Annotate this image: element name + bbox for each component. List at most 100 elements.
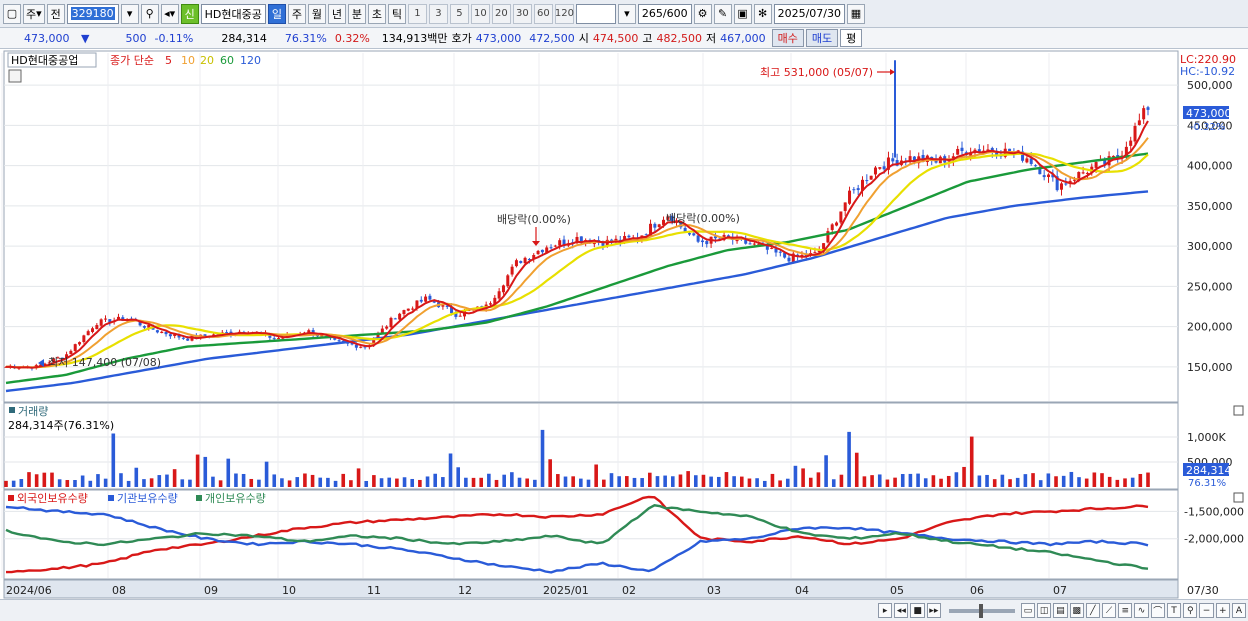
new-badge[interactable]: 신 xyxy=(180,3,199,24)
interval-custom-input[interactable] xyxy=(575,3,616,24)
bid-price: 472,500 xyxy=(529,31,575,45)
sell-button[interactable]: 매도 xyxy=(805,29,839,47)
save-icon[interactable]: ▣ xyxy=(733,3,752,24)
holdings-tick-label: -2,000,000 xyxy=(1184,533,1244,546)
period-month[interactable]: 월 xyxy=(307,3,326,24)
candle-body xyxy=(458,315,462,317)
candle-body xyxy=(372,339,376,345)
candle-body xyxy=(415,300,419,309)
tool-icon-8[interactable]: ∿ xyxy=(1134,603,1149,618)
candle-body xyxy=(1142,108,1146,120)
volume-bar xyxy=(410,478,415,487)
interval-30[interactable]: 30 xyxy=(512,3,532,24)
tool-icon-2[interactable]: ◫ xyxy=(1037,603,1052,618)
volume-bar xyxy=(939,478,943,487)
x-tick-label: 2025/01 xyxy=(543,584,589,597)
tool-icon-9[interactable]: ⌒ xyxy=(1150,603,1165,618)
code-dropdown-icon[interactable]: ▾ xyxy=(120,3,139,24)
chart-area[interactable]: 500,000 450,000 400,000 350,000 300,000 250,0… xyxy=(0,49,1248,599)
search-icon[interactable]: ⚲ xyxy=(140,3,159,24)
volume-bar xyxy=(1061,475,1066,487)
chart-settings-icon[interactable]: ⚙ xyxy=(693,3,712,24)
market-select[interactable]: 주 ▾ xyxy=(23,3,45,24)
speaker-icon[interactable]: ◂▾ xyxy=(160,3,179,24)
candle-body xyxy=(886,157,890,170)
interval-dropdown-icon[interactable]: ▾ xyxy=(617,3,636,24)
zoom-in-icon[interactable]: + xyxy=(1215,603,1230,618)
volume-current-pct: 76.31% xyxy=(1188,478,1226,489)
volume-bar xyxy=(762,480,767,487)
volume-bar xyxy=(1000,474,1005,487)
volume-bar xyxy=(962,466,966,487)
x-tick-label: 10 xyxy=(282,584,296,597)
table-icon[interactable] xyxy=(8,69,22,83)
zoom-slider-thumb[interactable] xyxy=(978,603,983,618)
window-icon[interactable]: ▢ xyxy=(3,3,21,24)
period-year[interactable]: 년 xyxy=(327,3,346,24)
volume-bar xyxy=(119,473,123,487)
period-week[interactable]: 주 xyxy=(287,3,306,24)
zoom-out-icon[interactable]: − xyxy=(1199,603,1214,618)
candle-body xyxy=(649,223,653,236)
volume-bar xyxy=(540,429,545,487)
volume-panel-close-icon[interactable] xyxy=(1233,405,1244,416)
lc-label: LC:220.90 xyxy=(1180,53,1236,66)
tool-icon-1[interactable]: ▭ xyxy=(1020,603,1036,618)
tool-icon-4[interactable]: ▩ xyxy=(1069,603,1084,618)
interval-120[interactable]: 120 xyxy=(555,3,574,24)
volume-bar xyxy=(632,477,637,487)
holdings-panel-close-icon[interactable] xyxy=(1233,492,1244,503)
volume-bar xyxy=(1054,476,1058,487)
interval-5[interactable]: 5 xyxy=(449,3,469,24)
rewind-icon[interactable]: ◂◂ xyxy=(894,603,909,618)
pct-value: 0.32% xyxy=(334,31,370,45)
interval-3[interactable]: 3 xyxy=(428,3,448,24)
prev-button[interactable]: 전 xyxy=(46,3,65,24)
forward-icon[interactable]: ▸▸ xyxy=(926,603,941,618)
interval-60[interactable]: 60 xyxy=(533,3,553,24)
x-tick-label: 07/30 xyxy=(1187,584,1219,597)
date-input[interactable]: 2025/07/30 xyxy=(773,3,845,24)
avg-button[interactable]: 평 xyxy=(840,29,863,47)
draw-icon[interactable]: ✎ xyxy=(713,3,732,24)
stock-name-field[interactable]: HD현대중공 xyxy=(200,3,266,24)
candle-body xyxy=(510,266,514,275)
interval-20[interactable]: 20 xyxy=(491,3,511,24)
volume-bar xyxy=(893,477,897,487)
tool-icon-6[interactable]: ⟋ xyxy=(1101,603,1117,618)
candle-body xyxy=(359,346,363,348)
buy-button[interactable]: 매수 xyxy=(771,29,804,47)
volume-bar xyxy=(1023,474,1028,487)
volume-bar xyxy=(272,474,277,487)
period-day[interactable]: 일 xyxy=(267,3,286,24)
code-input[interactable]: 329180 xyxy=(66,3,119,24)
count-input[interactable]: 265/600 xyxy=(637,3,692,24)
scroll-right-icon[interactable]: ▸ xyxy=(878,603,893,618)
ma20-label: 20 xyxy=(200,54,214,67)
candle-body xyxy=(82,335,86,343)
volume-ratio: 76.31% xyxy=(284,31,327,45)
stop-icon[interactable]: ■ xyxy=(910,603,925,618)
volume-bar xyxy=(165,474,169,487)
tool-icon-5[interactable]: ╱ xyxy=(1085,603,1100,618)
gear-icon[interactable]: ✻ xyxy=(753,3,772,24)
dividend-note-2: 배당락(0.00%) xyxy=(666,212,740,225)
volume-bar xyxy=(295,477,300,487)
candle-body xyxy=(700,240,704,243)
zoom-slider[interactable] xyxy=(948,603,1015,618)
zoom-icon[interactable]: ⚲ xyxy=(1183,603,1198,618)
x-tick-label: 03 xyxy=(707,584,721,597)
interval-1[interactable]: 1 xyxy=(407,3,427,24)
period-tick[interactable]: 틱 xyxy=(387,3,406,24)
period-minute[interactable]: 분 xyxy=(347,3,366,24)
period-second[interactable]: 초 xyxy=(367,3,386,24)
tool-icon-10[interactable]: T xyxy=(1166,603,1182,618)
volume-bar xyxy=(234,473,238,487)
tool-icon-3[interactable]: ▤ xyxy=(1053,603,1068,618)
candle-body xyxy=(363,346,367,348)
volume-bar xyxy=(372,475,376,487)
tool-icon-7[interactable]: ≡ xyxy=(1118,603,1133,618)
calendar-icon[interactable]: ▦ xyxy=(847,3,865,24)
interval-10[interactable]: 10 xyxy=(470,3,490,24)
font-icon[interactable]: A xyxy=(1231,603,1247,618)
